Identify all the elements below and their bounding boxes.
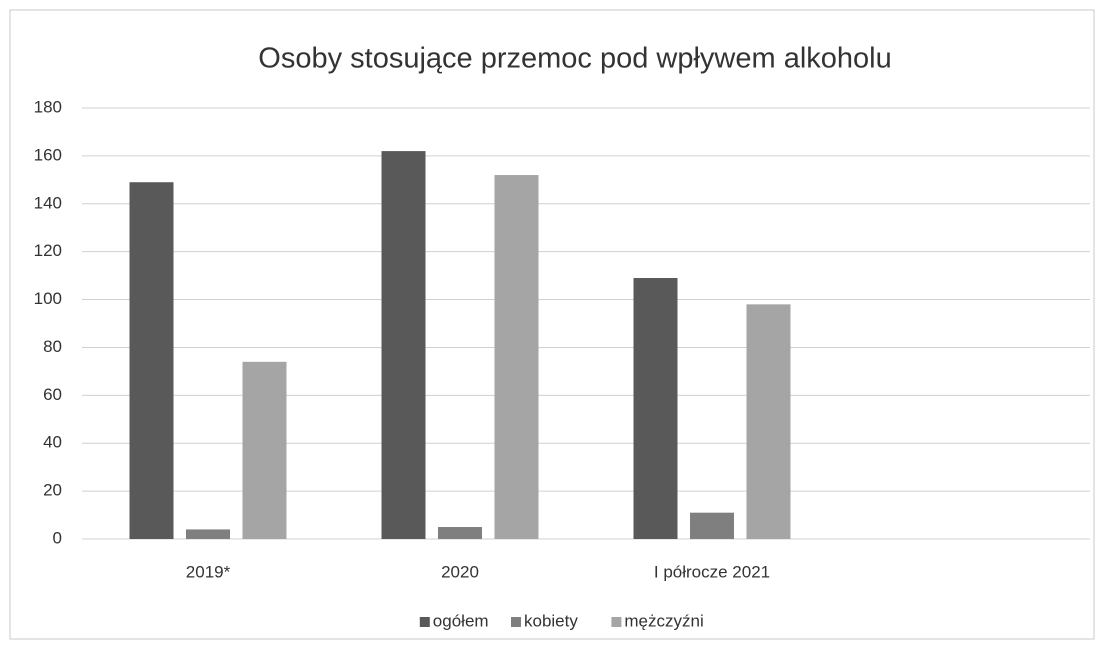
- bar: [690, 512, 734, 539]
- bar: [381, 151, 426, 539]
- legend-label: kobiety: [524, 611, 578, 630]
- legend-label: mężczyźni: [624, 611, 703, 630]
- legend-swatch: [511, 617, 521, 627]
- y-tick-label: 60: [43, 385, 62, 404]
- y-tick-label: 20: [43, 481, 62, 500]
- legend-label: ogółem: [433, 611, 489, 630]
- x-tick-label: 2020: [441, 562, 479, 581]
- y-tick-label: 80: [43, 337, 62, 356]
- y-tick-label: 0: [53, 528, 62, 547]
- y-tick-label: 140: [34, 193, 62, 212]
- y-tick-label: 160: [34, 145, 62, 164]
- bar: [186, 529, 230, 539]
- legend-swatch: [611, 617, 622, 627]
- bar: [129, 182, 174, 539]
- y-tick-label: 120: [34, 241, 62, 260]
- y-tick-label: 100: [34, 289, 62, 308]
- bar: [746, 304, 791, 539]
- bar: [494, 175, 539, 540]
- bar: [633, 278, 678, 539]
- x-tick-label: 2019*: [186, 562, 231, 581]
- x-tick-label: I półrocze 2021: [654, 562, 770, 581]
- bar: [242, 361, 287, 539]
- y-tick-label: 180: [34, 97, 62, 116]
- chart-title: Osoby stosujące przemoc pod wpływem alko…: [258, 43, 891, 75]
- legend-swatch: [419, 617, 430, 627]
- bar: [438, 527, 482, 539]
- y-tick-label: 40: [43, 433, 62, 452]
